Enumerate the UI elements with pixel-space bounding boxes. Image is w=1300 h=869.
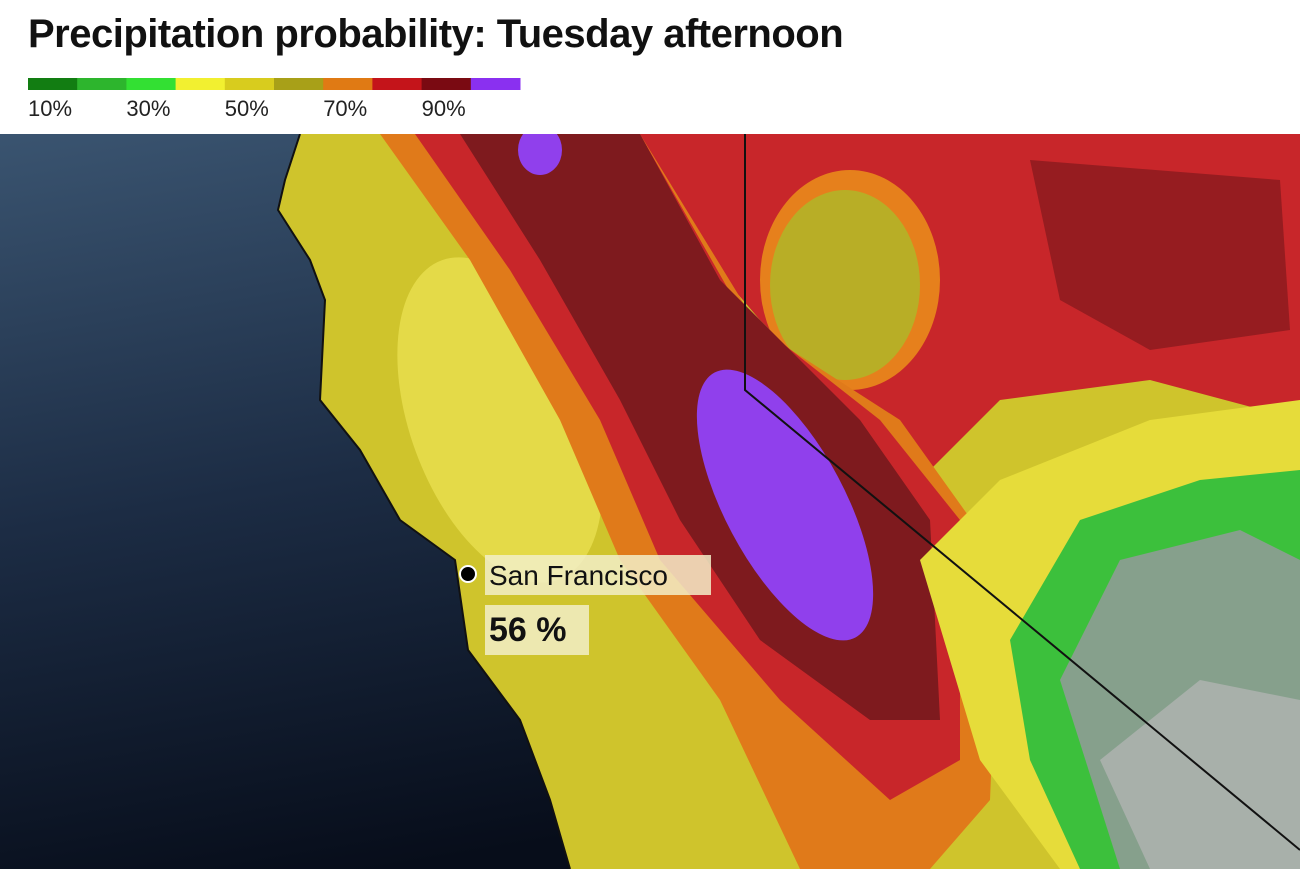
map: San Francisco 56 % [0, 134, 1300, 869]
label-box [485, 555, 711, 595]
value-box [485, 605, 589, 655]
legend-label: 10% [28, 96, 72, 121]
legend: 10% 30% 50% 70% 90% [28, 78, 521, 121]
precip-layer [278, 134, 1300, 869]
city-value: 56 % [489, 611, 567, 649]
legend-swatch [372, 78, 423, 90]
city-name: San Francisco [489, 560, 668, 591]
coastline [276, 134, 571, 869]
city-dot [459, 565, 477, 583]
legend-swatch [224, 78, 275, 90]
legend-label: 70% [323, 96, 367, 121]
legend-swatch [323, 78, 373, 90]
legend-swatch [28, 78, 78, 90]
legend-label: 90% [422, 96, 466, 121]
legend-swatch [175, 78, 226, 90]
legend-swatch [421, 78, 472, 90]
map-title: Precipitation probability: Tuesday after… [28, 12, 844, 56]
legend-swatch [126, 78, 177, 90]
legend-label: 30% [126, 96, 170, 121]
legend-swatch [77, 78, 127, 90]
legend-swatch [470, 78, 521, 90]
legend-swatch [274, 78, 324, 90]
legend-label: 50% [225, 96, 269, 121]
state-border [744, 134, 1300, 851]
